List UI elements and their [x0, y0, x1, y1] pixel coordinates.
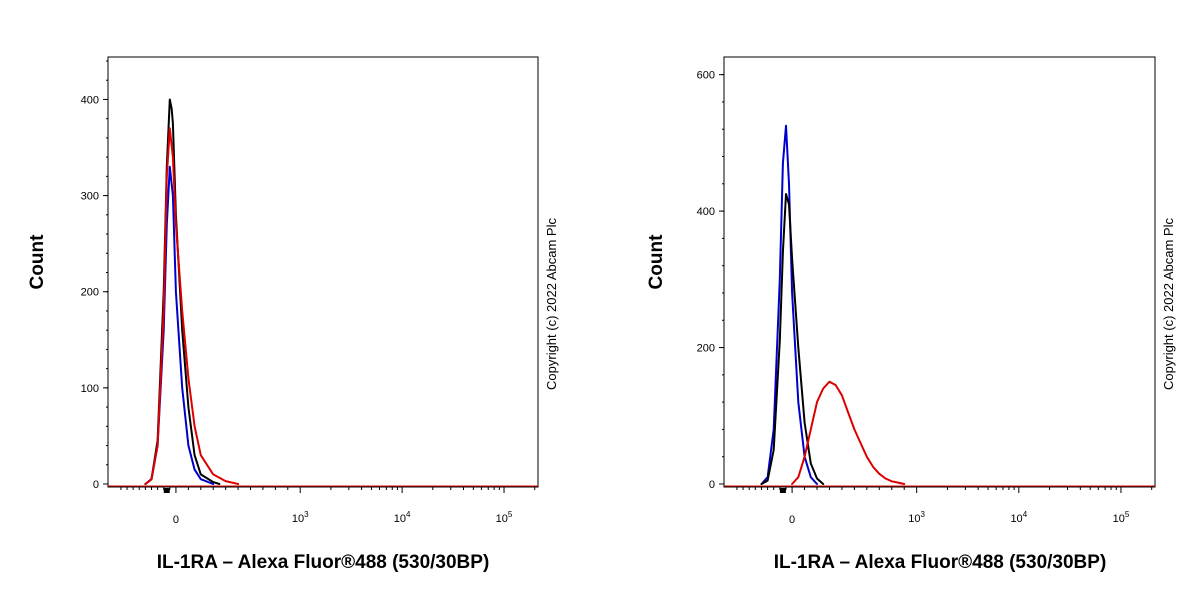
series-line-2: [144, 127, 240, 485]
y-axis-title: Count: [27, 234, 48, 290]
x-zero-marker: [779, 488, 786, 493]
y-tick-label: 0: [709, 479, 715, 491]
y-tick-label: 400: [697, 206, 715, 218]
x-tick-label: 104: [394, 510, 411, 525]
x-tick-base: 10: [908, 513, 920, 525]
y-tick-label: 100: [81, 383, 99, 395]
x-tick-base: 10: [1010, 513, 1022, 525]
y-axis-title: Count: [646, 234, 667, 290]
x-tick-label: 105: [1113, 510, 1130, 525]
x-tick-exponent: 5: [508, 510, 513, 519]
x-tick-label: 103: [292, 510, 309, 525]
x-tick-exponent: 4: [406, 510, 411, 519]
x-tick-base: 10: [292, 513, 304, 525]
x-axis-title: IL-1RA – Alexa Fluor®488 (530/30BP): [157, 552, 490, 573]
copyright-text: Copyright (c) 2022 Abcam Plc: [544, 218, 559, 390]
x-tick-base: 10: [1113, 513, 1125, 525]
x-tick-base: 10: [496, 513, 508, 525]
y-tick-label: 0: [93, 479, 99, 491]
series-line-0: [760, 124, 818, 485]
y-tick-label: 200: [697, 343, 715, 355]
y-tick-label: 400: [81, 94, 99, 106]
x-tick-base: 10: [394, 513, 406, 525]
y-tick-label: 200: [81, 287, 99, 299]
y-tick-label: 300: [81, 191, 99, 203]
series-line-1: [144, 98, 221, 485]
x-tick-label: 0: [173, 514, 179, 526]
x-tick-label: 104: [1010, 510, 1027, 525]
x-tick-exponent: 4: [1023, 510, 1028, 519]
x-axis-title: IL-1RA – Alexa Fluor®488 (530/30BP): [774, 552, 1107, 573]
x-tick-label: 103: [908, 510, 925, 525]
x-tick-label: 0: [789, 514, 795, 526]
x-tick-label: 105: [496, 510, 513, 525]
x-zero-marker: [163, 488, 170, 493]
x-tick-exponent: 3: [921, 510, 926, 519]
series-line-0: [144, 165, 215, 485]
copyright-text: Copyright (c) 2022 Abcam Plc: [1161, 218, 1176, 390]
plot-frame: [723, 56, 1156, 488]
x-tick-exponent: 3: [304, 510, 309, 519]
y-tick-label: 600: [697, 70, 715, 82]
series-line-2: [791, 380, 906, 485]
series-line-1: [760, 193, 825, 485]
x-tick-exponent: 5: [1125, 510, 1130, 519]
